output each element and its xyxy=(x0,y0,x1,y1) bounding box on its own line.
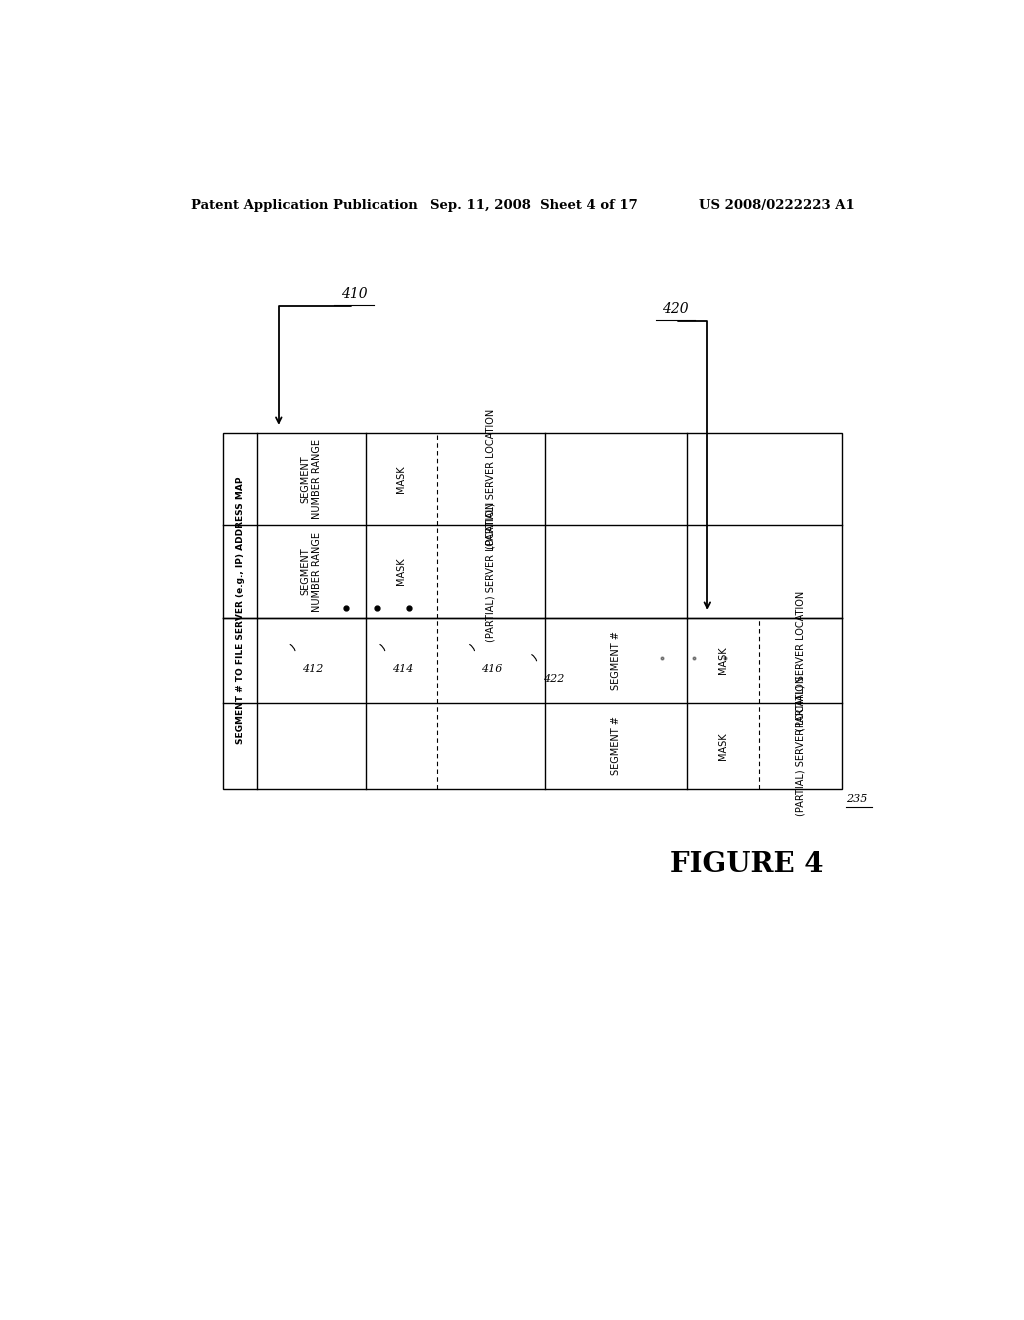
Text: 414: 414 xyxy=(391,664,413,673)
Text: 410: 410 xyxy=(341,286,368,301)
Text: Patent Application Publication: Patent Application Publication xyxy=(191,199,418,213)
Text: MASK: MASK xyxy=(718,733,728,760)
Text: (PARTIAL) SERVER LOCATION: (PARTIAL) SERVER LOCATION xyxy=(486,502,496,642)
Text: SEGMENT #: SEGMENT # xyxy=(611,717,622,775)
Text: 422: 422 xyxy=(544,673,565,684)
Text: SEGMENT # TO FILE SERVER (e.g., IP) ADDRESS MAP: SEGMENT # TO FILE SERVER (e.g., IP) ADDR… xyxy=(236,477,245,744)
Text: FIGURE 4: FIGURE 4 xyxy=(671,851,823,878)
Text: SEGMENT
NUMBER RANGE: SEGMENT NUMBER RANGE xyxy=(301,440,323,519)
Text: MASK: MASK xyxy=(396,465,407,492)
Text: US 2008/0222223 A1: US 2008/0222223 A1 xyxy=(699,199,855,213)
Text: (PARTIAL) SERVER LOCATION: (PARTIAL) SERVER LOCATION xyxy=(796,590,806,731)
Text: SEGMENT #: SEGMENT # xyxy=(611,631,622,690)
Text: 412: 412 xyxy=(302,664,324,673)
Bar xyxy=(223,433,842,788)
Text: (PARTIAL) SERVER LOCATION: (PARTIAL) SERVER LOCATION xyxy=(796,676,806,816)
Text: MASK: MASK xyxy=(396,558,407,585)
Text: MASK: MASK xyxy=(718,647,728,675)
Text: 420: 420 xyxy=(663,302,689,315)
Text: SEGMENT
NUMBER RANGE: SEGMENT NUMBER RANGE xyxy=(301,532,323,611)
Text: (PARTIAL) SERVER LOCATION: (PARTIAL) SERVER LOCATION xyxy=(486,409,496,549)
Text: 416: 416 xyxy=(481,664,503,673)
Text: 235: 235 xyxy=(846,793,867,804)
Text: Sep. 11, 2008  Sheet 4 of 17: Sep. 11, 2008 Sheet 4 of 17 xyxy=(430,199,637,213)
